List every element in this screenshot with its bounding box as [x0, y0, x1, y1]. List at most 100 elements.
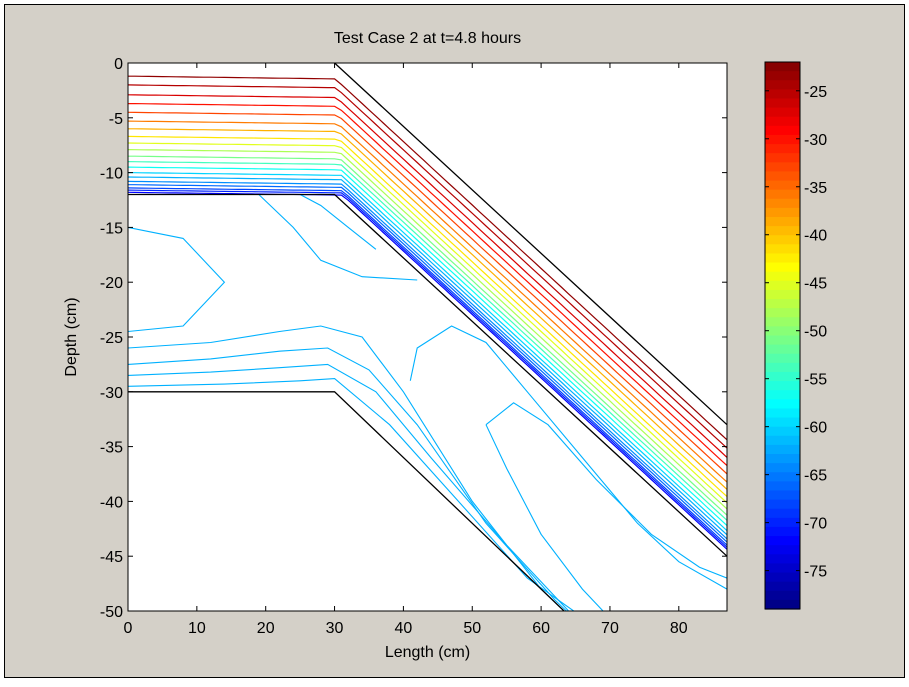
colorbar-swatch	[765, 472, 800, 482]
y-tick-label: -25	[100, 330, 123, 347]
colorbar-swatch	[765, 134, 800, 145]
contour-line	[128, 111, 727, 475]
boundary-line	[334, 63, 727, 426]
x-tick-label: 40	[395, 620, 413, 637]
x-tick-label: 70	[601, 620, 619, 637]
colorbar-swatch	[765, 599, 800, 610]
colorbar-tick-label: -60	[804, 420, 827, 437]
y-tick-label: -45	[100, 549, 123, 566]
plot-area	[128, 63, 727, 611]
colorbar-swatch	[765, 153, 800, 163]
contour-line	[128, 166, 727, 526]
contour-line	[409, 325, 727, 590]
y-tick-label: -20	[100, 275, 123, 292]
colorbar-swatch	[765, 189, 800, 200]
contour-line	[128, 226, 226, 333]
colorbar-swatch	[765, 454, 800, 464]
colorbar-swatch	[765, 371, 800, 382]
y-tick-label: -40	[100, 494, 123, 511]
contour-line	[258, 194, 418, 281]
y-tick-label: 0	[114, 56, 123, 73]
colorbar-swatch	[765, 289, 800, 300]
colorbar-swatch	[765, 198, 800, 209]
colorbar-tick-label: -50	[804, 324, 827, 341]
contour-line	[128, 75, 727, 441]
contour-line	[128, 189, 727, 548]
contour-line	[299, 194, 377, 250]
y-tick-label: -15	[100, 220, 123, 237]
x-tick-label: 50	[463, 620, 481, 637]
colorbar-swatch	[765, 107, 800, 118]
colorbar-swatch	[765, 517, 800, 528]
contour-line	[128, 135, 727, 498]
colorbar-swatch	[765, 508, 800, 519]
colorbar-swatch	[765, 235, 800, 245]
colorbar-tick-label: -35	[804, 180, 827, 197]
colorbar-swatch	[765, 490, 800, 501]
colorbar-tick-label: -25	[804, 84, 827, 101]
contour-line	[128, 172, 727, 532]
x-tick-label: 0	[124, 620, 133, 637]
colorbar-tick-label: -45	[804, 276, 827, 293]
colorbar-swatch	[765, 207, 800, 218]
contour-group	[128, 63, 727, 611]
colorbar-swatch	[765, 62, 800, 72]
colorbar-swatch	[765, 563, 800, 574]
figure-window: 0 10 20 30 40 50 60 70 80 0 -5 -10 -15 -20 -25 -30 -35 -4…	[4, 4, 905, 678]
contour-line	[128, 84, 727, 449]
y-tick-label: -10	[100, 166, 123, 183]
colorbar-swatch	[765, 545, 800, 555]
x-tick-label: 10	[188, 620, 206, 637]
colorbar-swatch	[765, 98, 800, 109]
contour-line	[128, 155, 727, 516]
contour-line	[128, 120, 727, 483]
colorbar-swatch	[765, 408, 800, 419]
colorbar-swatch	[765, 426, 800, 437]
colorbar-swatch	[765, 444, 800, 455]
contour-line	[128, 176, 727, 536]
contour-line	[128, 180, 727, 540]
contour-line	[485, 424, 604, 611]
boundary-line	[128, 193, 727, 557]
contour-line	[128, 363, 570, 611]
contour-line	[128, 184, 727, 543]
colorbar-swatch	[765, 317, 800, 327]
contour-line	[128, 102, 727, 467]
y-tick-label: -35	[100, 440, 123, 457]
x-tick-label: 30	[326, 620, 344, 637]
colorbar-swatch	[765, 381, 800, 391]
colorbar-swatch	[765, 280, 800, 291]
y-tick-label: -30	[100, 385, 123, 402]
colorbar-swatch	[765, 262, 800, 273]
colorbar-swatch	[765, 299, 800, 309]
colorbar-swatch	[765, 526, 800, 537]
colorbar-swatch	[765, 536, 800, 546]
contour-line	[128, 347, 568, 611]
colorbar-tick-label: -75	[804, 564, 827, 581]
contour-line	[128, 128, 727, 490]
colorbar-swatch	[765, 326, 800, 337]
colorbar-swatch	[765, 125, 800, 136]
colorbar-swatch	[765, 308, 800, 318]
chart-title: Test Case 2 at t=4.8 hours	[334, 30, 521, 47]
x-axis-label: Length (cm)	[385, 644, 470, 661]
colorbar-swatch	[765, 226, 800, 236]
colorbar-swatch	[765, 80, 800, 90]
colorbar-swatch	[765, 463, 800, 473]
colorbar-swatch	[765, 89, 800, 100]
colorbar-swatch	[765, 335, 800, 346]
colorbar-tick-label: -55	[804, 372, 827, 389]
colorbar-swatch	[765, 399, 800, 410]
contour-line	[128, 149, 727, 510]
colorbar-tick-label: -70	[804, 516, 827, 533]
x-tick-label: 80	[670, 620, 688, 637]
colorbar-swatch	[765, 362, 800, 373]
colorbar-swatch	[765, 390, 800, 400]
y-axis-label: Depth (cm)	[63, 297, 80, 376]
x-tick-label: 20	[257, 620, 275, 637]
x-tick-label: 60	[532, 620, 550, 637]
contour-line	[485, 402, 727, 579]
colorbar-swatch	[765, 481, 800, 492]
colorbar-tick-label: -65	[804, 468, 827, 485]
colorbar-swatch	[765, 353, 800, 364]
